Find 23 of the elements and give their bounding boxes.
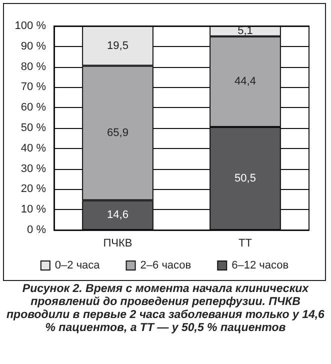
data-label: 5,1 [238,25,253,38]
y-tick-label: 90 % [20,40,46,52]
y-tick-label: 40 % [20,142,46,154]
y-tick-label: 80 % [20,60,46,73]
legend-label: 6–12 часов [232,260,289,272]
y-tick-label: 50 % [20,122,46,134]
y-tick-label: 20 % [20,183,46,196]
data-label: 14,6 [107,209,128,222]
text: Рисунок 2. Время с момента начала клинических проявлений до проведения реперфузии. ПЧКВ проводили в первые 2 часа заболевания только у 14,6 % пациентов, а ТТ — у 50,5 % пациентов [6,283,326,335]
y-tick-label: 70 % [20,81,46,94]
y-tick-label: 60 % [20,102,46,114]
data-label: 19,5 [107,40,128,52]
y-tick-label: 30 % [20,162,46,175]
y-tick-label: 10 % [20,204,46,216]
data-label: 44,4 [234,76,256,88]
data-label: 65,9 [107,127,128,139]
legend-label: 0–2 часа [54,260,101,272]
data-label: 50,5 [234,172,256,184]
y-tick-label: 0 % [27,224,46,236]
y-tick-label: 100 % [14,20,46,32]
legend-label: 2–6 часов [140,260,192,272]
x-tick-label: ПЧКВ [103,238,132,250]
x-tick-label: ТТ [238,238,252,250]
